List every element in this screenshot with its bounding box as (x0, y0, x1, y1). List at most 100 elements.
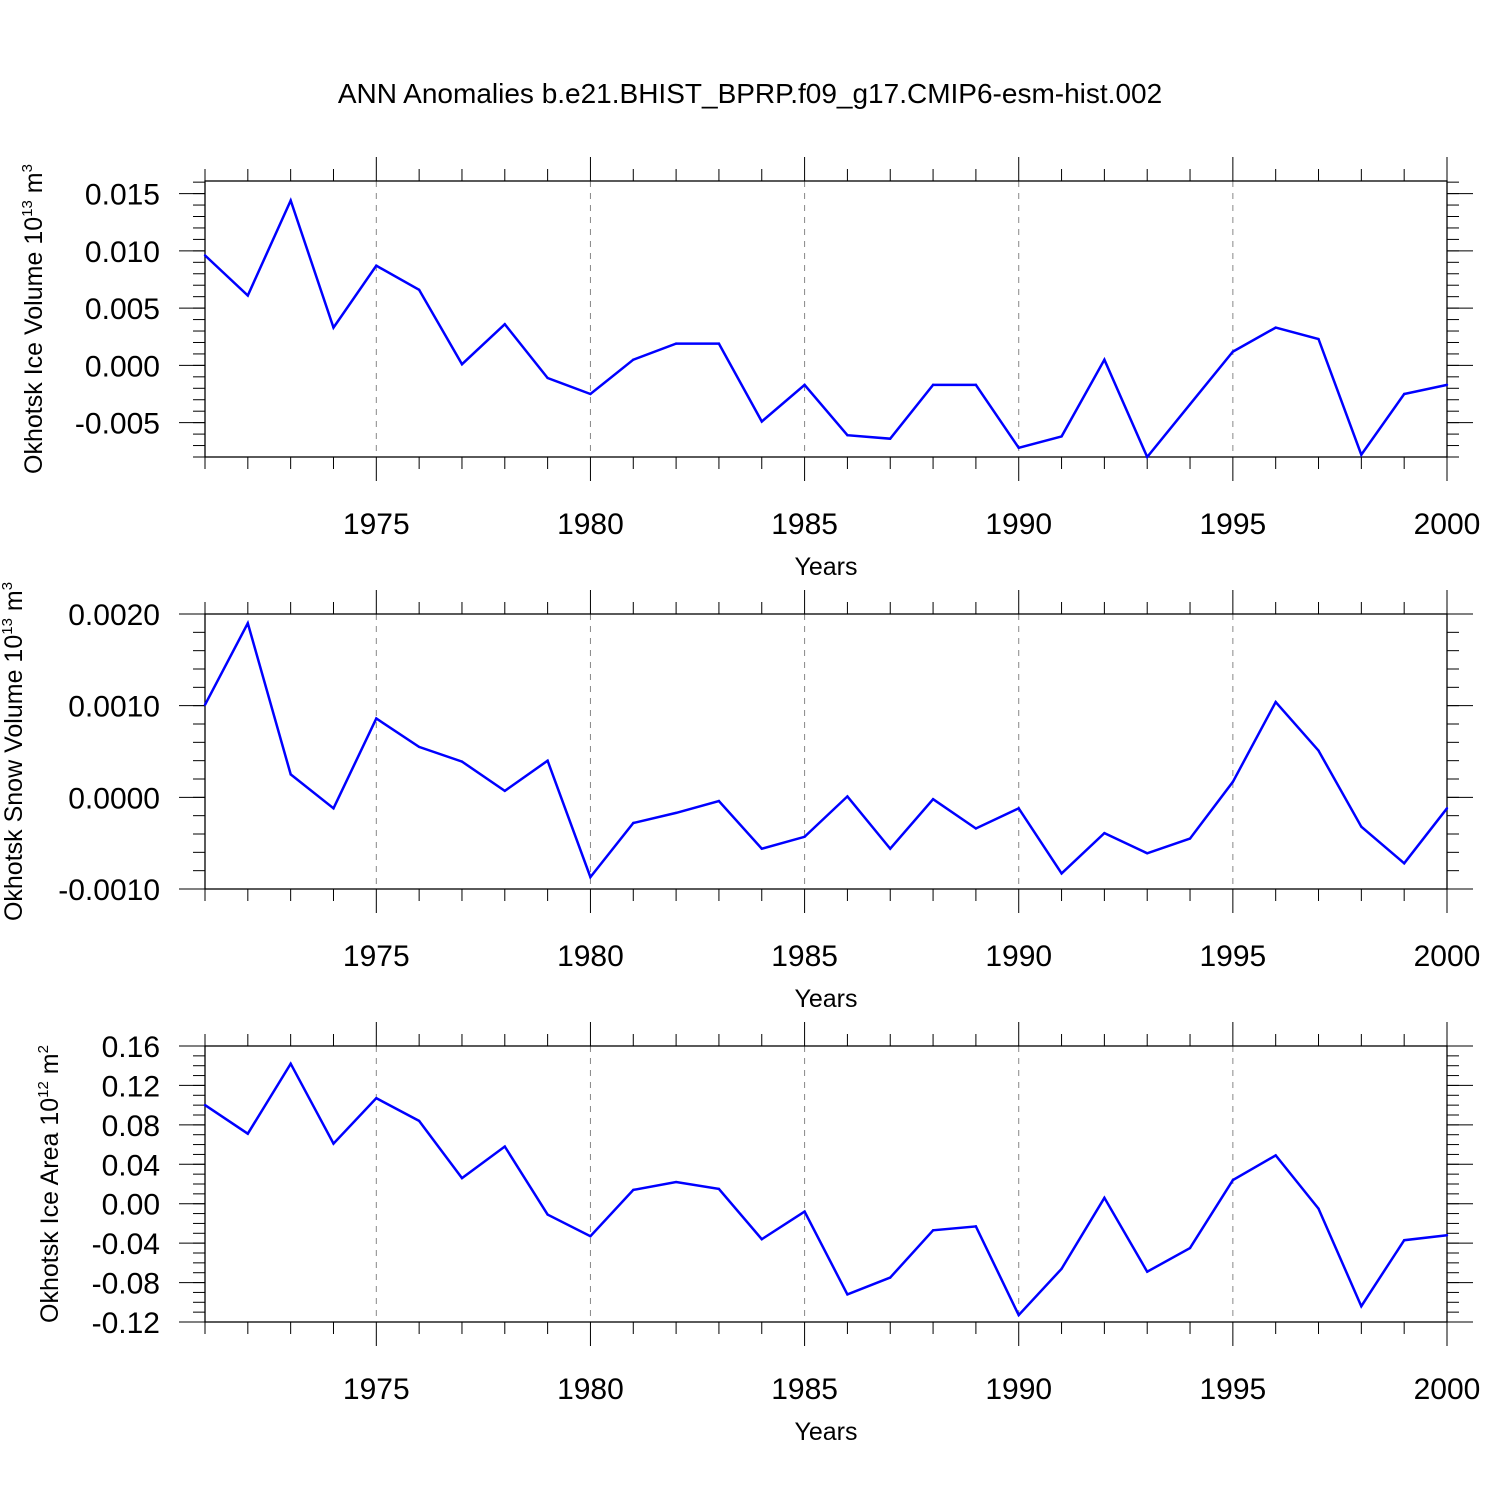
data-point (246, 294, 250, 297)
data-point (889, 847, 892, 850)
data-point (1231, 350, 1235, 353)
x-tick-label: 1995 (1199, 508, 1266, 541)
data-point (1360, 453, 1363, 456)
x-tick-label: 2000 (1414, 508, 1481, 541)
data-point (1060, 435, 1063, 438)
plot-frame (204, 613, 1448, 890)
y-tick-label: -0.005 (75, 408, 160, 441)
data-point (974, 1225, 978, 1228)
data-point (1017, 446, 1020, 450)
data-point (1060, 872, 1063, 875)
x-tick-label: 1980 (557, 508, 624, 541)
chart-panel-1: -0.005 0.000 0.005 0.010 0.015 1975 1980 1985 19… (19, 157, 1480, 581)
data-point (375, 264, 378, 267)
x-axis-label: Years (794, 553, 857, 581)
chart-panel-2: -0.0010 0.0000 0.0010 0.0020 1975 1980 1985 199… (0, 582, 1480, 1013)
data-point (289, 199, 292, 202)
data-point (289, 773, 292, 776)
data-point (375, 717, 378, 720)
x-tick-label: 1990 (985, 508, 1052, 541)
data-point (1317, 1207, 1320, 1210)
data-point (1060, 1267, 1063, 1270)
data-point (1146, 1270, 1149, 1273)
x-tick-label: 1990 (985, 1373, 1052, 1406)
y-axis-label: Okhotsk Ice Volume 1013 m3 (19, 164, 48, 474)
figure-title: ANN Anomalies b.e21.BHIST_BPRP.f09_g17.C… (337, 78, 1163, 109)
data-point (246, 1132, 250, 1135)
data-point (1188, 837, 1192, 840)
data-point (717, 342, 721, 345)
data-point (546, 759, 549, 762)
data-point (1274, 1154, 1277, 1157)
data-point (803, 1210, 806, 1213)
plot-frame (204, 180, 1448, 458)
y-tick-label: 0.005 (85, 293, 160, 326)
y-tick-label: -0.04 (92, 1228, 160, 1261)
data-point (460, 363, 464, 366)
data-point (1445, 1234, 1449, 1237)
data-point (974, 383, 978, 387)
data-point (632, 358, 635, 361)
data-point (460, 1176, 464, 1180)
data-point (1146, 455, 1149, 459)
y-tick-label: 0.0020 (68, 599, 160, 632)
data-point (760, 847, 763, 850)
data-point (417, 288, 421, 291)
data-point (1360, 825, 1363, 828)
series-line (203, 619, 1448, 880)
data-point (460, 760, 464, 763)
data-point (846, 795, 849, 798)
x-tick-label: 1975 (343, 508, 410, 541)
x-axis-label: Years (794, 985, 857, 1013)
y-tick-label: 0.000 (85, 350, 160, 383)
data-point (246, 621, 250, 625)
y-tick-label: 0.0010 (68, 691, 160, 724)
data-point (589, 1235, 592, 1238)
data-point (1188, 403, 1192, 406)
y-tick-label: 0.08 (102, 1110, 160, 1143)
x-tick-label: 1980 (557, 940, 624, 973)
data-point (974, 827, 978, 830)
y-tick-label: 0.0000 (68, 782, 160, 815)
data-point (332, 326, 335, 329)
data-point (1188, 1246, 1192, 1250)
data-point (931, 797, 935, 801)
data-point (1317, 749, 1320, 752)
y-tick-label: -0.12 (92, 1307, 160, 1340)
data-point (503, 1145, 506, 1148)
data-point (1103, 831, 1106, 835)
data-point (1445, 807, 1449, 810)
data-point (1402, 1238, 1406, 1242)
data-point (417, 745, 421, 749)
y-axis-label: Okhotsk Ice Area 1012 m2 (35, 1045, 64, 1323)
y-tick-label: 0.16 (102, 1031, 160, 1064)
x-tick-label: 2000 (1414, 1373, 1481, 1406)
x-tick-label: 1995 (1199, 1373, 1266, 1406)
data-point (1017, 1313, 1020, 1317)
data-point (503, 322, 506, 326)
x-tick-label: 1985 (771, 1373, 838, 1406)
data-point (1103, 1196, 1106, 1200)
data-point (546, 376, 549, 380)
data-point (1231, 1178, 1235, 1182)
data-point (803, 383, 806, 387)
y-tick-label: -0.0010 (58, 874, 160, 907)
x-tick-label: 2000 (1414, 940, 1481, 973)
data-point (846, 434, 849, 437)
y-tick-label: 0.00 (102, 1189, 160, 1222)
x-tick-label: 1985 (771, 508, 838, 541)
x-tick-label: 1995 (1199, 940, 1266, 973)
data-point (889, 1276, 892, 1279)
data-point (417, 1119, 421, 1123)
data-point (546, 1213, 549, 1216)
data-point (503, 789, 506, 793)
x-tick-label: 1975 (343, 940, 410, 973)
data-point (203, 254, 207, 257)
data-point (803, 835, 806, 838)
data-point (1103, 358, 1106, 361)
data-point (203, 1103, 207, 1107)
plot-frame (204, 1045, 1448, 1323)
y-tick-label: 0.015 (85, 179, 160, 212)
data-point (1317, 337, 1320, 341)
data-point (760, 1238, 763, 1241)
